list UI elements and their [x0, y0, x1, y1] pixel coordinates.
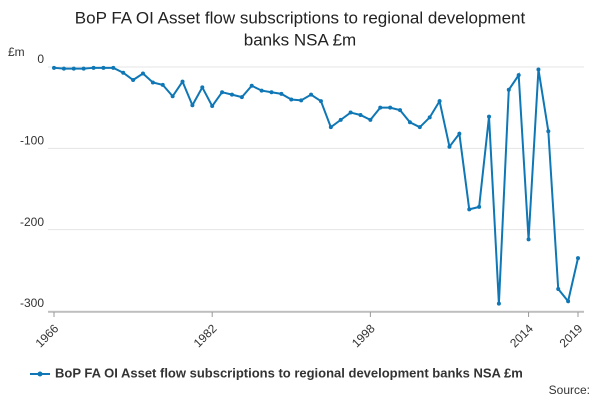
y-tick-label: 0	[37, 52, 44, 66]
data-point	[318, 99, 323, 104]
x-tick-label: 1966	[33, 321, 62, 350]
data-point	[269, 90, 274, 95]
data-point	[279, 91, 284, 96]
data-point	[249, 83, 254, 88]
data-point	[566, 299, 571, 304]
data-point	[309, 92, 314, 97]
chart-title: BoP FA OI Asset flow subscriptions to re…	[75, 8, 526, 27]
data-point	[526, 237, 531, 242]
data-point	[487, 114, 492, 119]
data-point	[378, 105, 383, 110]
data-point	[536, 67, 541, 72]
data-point	[516, 73, 521, 78]
data-point	[150, 80, 155, 85]
data-point	[506, 87, 511, 92]
chart-title: banks NSA £m	[244, 30, 356, 49]
data-point	[368, 117, 373, 122]
legend-label: BoP FA OI Asset flow subscriptions to re…	[55, 365, 523, 380]
data-point	[61, 66, 66, 71]
data-point	[180, 79, 185, 84]
data-point	[358, 112, 363, 117]
data-point	[338, 117, 343, 122]
data-point	[190, 103, 195, 108]
data-point	[259, 88, 264, 93]
data-point	[398, 108, 403, 113]
data-point	[388, 105, 393, 110]
data-point	[496, 301, 501, 306]
data-point	[576, 256, 580, 261]
y-tick-label: -300	[20, 296, 44, 310]
y-tick-label: -200	[20, 215, 44, 229]
data-point	[348, 110, 353, 115]
x-tick-label: 2019	[557, 321, 586, 350]
data-point	[160, 82, 165, 87]
x-tick-label: 1982	[191, 321, 220, 350]
data-point	[457, 131, 462, 136]
data-point	[467, 207, 472, 212]
data-point	[299, 98, 304, 103]
data-point	[407, 120, 412, 125]
data-point	[289, 97, 294, 102]
data-point	[81, 66, 86, 71]
data-point	[121, 70, 126, 75]
data-point	[417, 125, 422, 130]
data-point	[556, 287, 561, 292]
data-point	[131, 78, 136, 83]
y-tick-label: -100	[20, 134, 44, 148]
y-axis-label: £m	[8, 45, 25, 59]
data-point	[546, 129, 551, 134]
data-point	[229, 92, 234, 97]
legend-marker	[37, 371, 43, 377]
data-point	[437, 99, 442, 104]
data-point	[170, 94, 175, 99]
data-point	[477, 204, 482, 209]
data-point	[200, 85, 205, 90]
data-point	[427, 115, 432, 120]
data-point	[111, 65, 116, 70]
data-point	[210, 104, 215, 109]
data-point	[447, 144, 452, 149]
source: Source:	[549, 383, 590, 397]
data-point	[220, 90, 225, 95]
data-point	[91, 65, 96, 70]
x-tick-label: 2014	[507, 321, 536, 350]
data-point	[239, 95, 244, 100]
data-point	[101, 65, 106, 70]
data-point	[52, 65, 56, 70]
series-line	[53, 66, 579, 304]
data-point	[140, 71, 145, 76]
data-point	[71, 66, 76, 71]
data-point	[328, 125, 333, 130]
x-tick-label: 1998	[349, 321, 378, 350]
